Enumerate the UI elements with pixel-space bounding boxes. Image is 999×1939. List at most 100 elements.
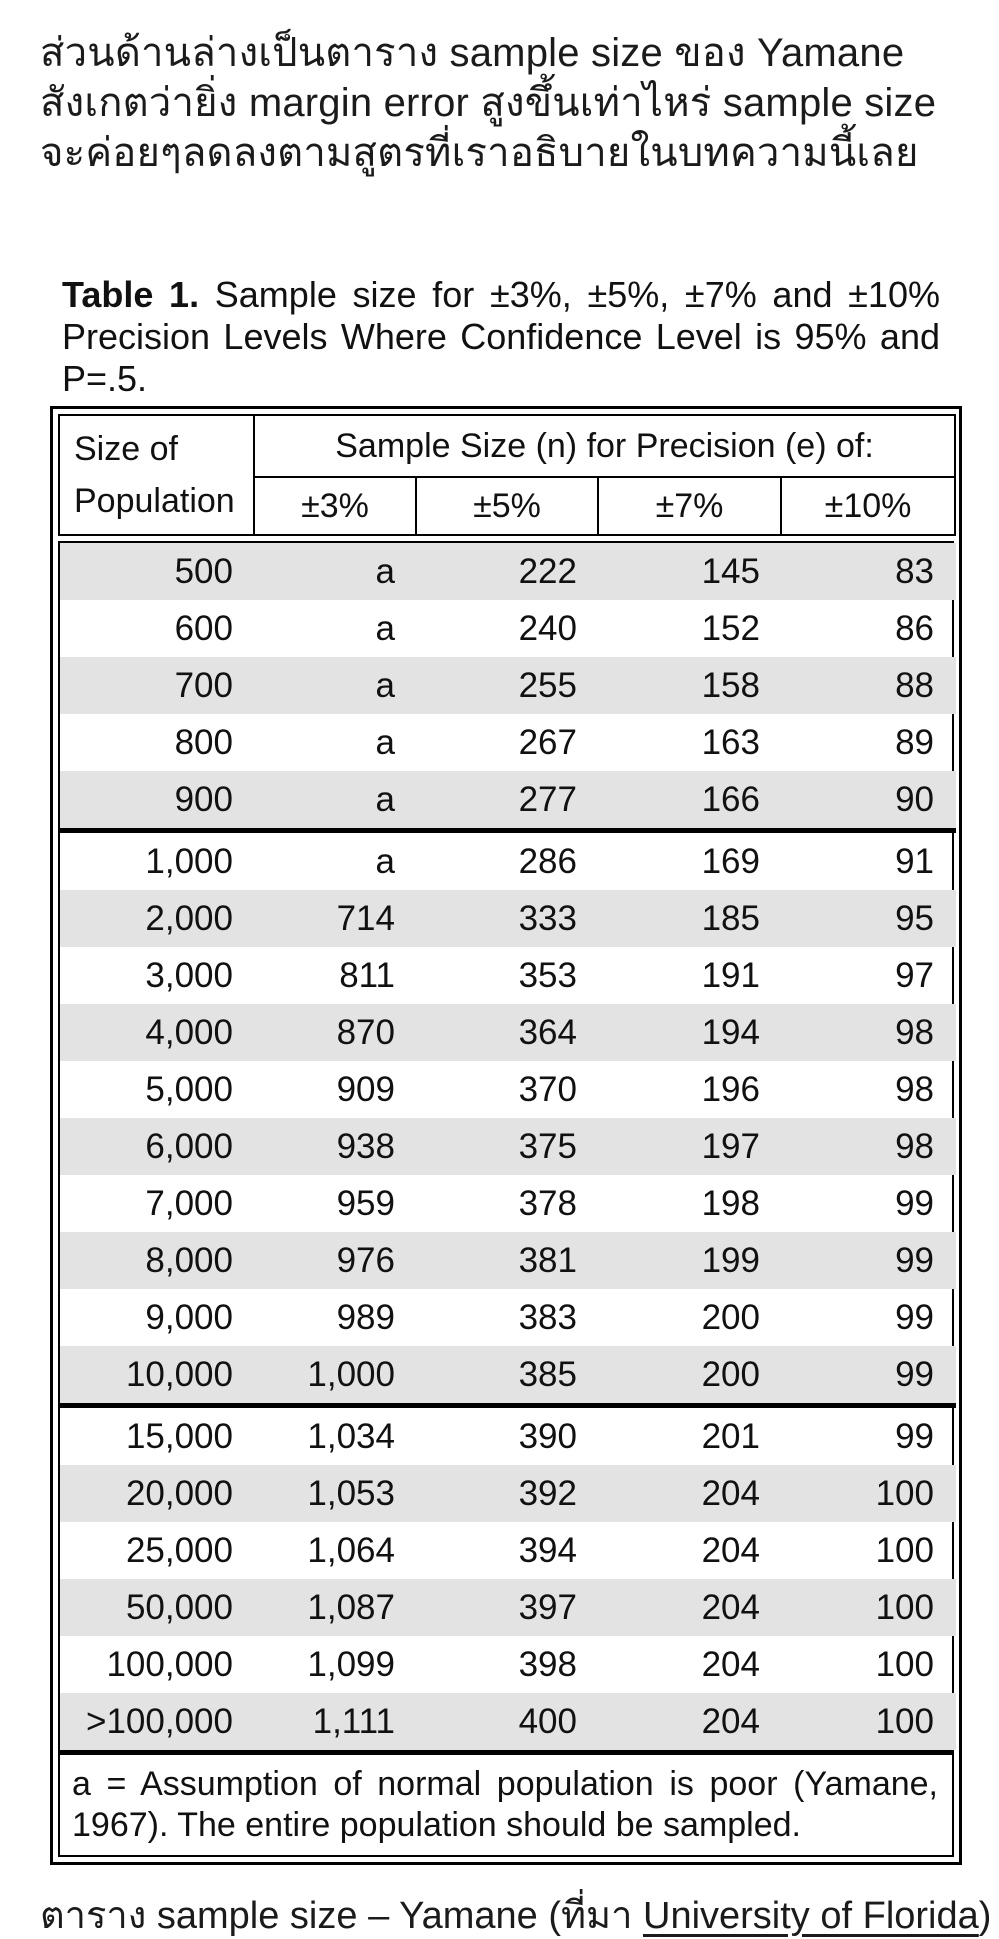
table-title: Table 1. Sample size for ±3%, ±5%, ±7% a… [62, 274, 940, 400]
sample-size-cell: 200 [701, 1354, 760, 1394]
sample-size-cell: a [255, 828, 417, 890]
sample-size-cell: 397 [518, 1587, 577, 1627]
sample-size-cell: 267 [518, 722, 577, 762]
intro-line-3: จะค่อยๆลดลงตามสูตรที่เราอธิบายในบทความนี… [40, 131, 919, 175]
population-size-cell: 10,000 [125, 1354, 233, 1394]
table-row: 500 a 222 145 83 [60, 543, 956, 600]
sample-size-cell: 99 [782, 1403, 956, 1465]
population-size-cell: 20,000 [125, 1473, 233, 1513]
population-size-cell: 3,000 [145, 955, 233, 995]
sample-size-cell: a [375, 608, 395, 648]
sample-size-cell: 204 [701, 1587, 760, 1627]
sample-size-cell: 398 [518, 1644, 577, 1684]
population-size-cell: 50,000 [125, 1587, 233, 1627]
population-size-label-line2: Population [74, 482, 235, 520]
sample-size-cell: 277 [518, 779, 577, 819]
column-header-precision-10: ±10% [779, 476, 957, 536]
sample-size-cell: 95 [895, 898, 934, 938]
sample-size-cell: 222 [518, 551, 577, 591]
sample-size-cell: 909 [336, 1069, 395, 1109]
sample-size-cell: a [375, 779, 395, 819]
sample-size-cell: 83 [895, 551, 934, 591]
table-row: 8,000 976 381 199 99 [60, 1232, 956, 1289]
population-size-cell: 700 [174, 665, 233, 705]
table-row: 6,000 938 375 197 98 [60, 1118, 956, 1175]
sample-size-cell: 199 [701, 1240, 760, 1280]
table-title-line-1: Table 1. Sample size for ±3%, ±5%, ±7% a… [62, 274, 940, 316]
table-row: 100,000 1,099 398 204 100 [60, 1636, 956, 1693]
table-title-label: Table 1. [62, 274, 200, 315]
sample-size-cell: a [375, 665, 395, 705]
caption-closing: ) [978, 1895, 992, 1937]
population-size-cell: 500 [174, 551, 233, 591]
intro-paragraph: ส่วนด้านล่างเป็นตาราง sample size ของ Ya… [40, 28, 969, 178]
sample-size-cell: 989 [336, 1297, 395, 1337]
sample-size-cell: 100 [875, 1530, 934, 1570]
sample-size-cell: 375 [518, 1126, 577, 1166]
sample-size-cell: 959 [336, 1183, 395, 1223]
population-size-cell: 8,000 [145, 1240, 233, 1280]
population-size-cell: 100,000 [106, 1644, 233, 1684]
sample-size-table-figure: Size of Population Sample Size (n) for P… [50, 406, 962, 1865]
population-size-cell: 25,000 [125, 1530, 233, 1570]
sample-size-cell: 100 [875, 1473, 934, 1513]
sample-size-cell: 86 [895, 608, 934, 648]
sample-size-cell: 198 [701, 1183, 760, 1223]
sample-size-cell: 196 [701, 1069, 760, 1109]
sample-size-cell: 100 [875, 1644, 934, 1684]
sample-size-cell: 158 [701, 665, 760, 705]
sample-size-cell: 370 [518, 1069, 577, 1109]
sample-size-cell: 99 [895, 1183, 934, 1223]
table-row: >100,000 1,111 400 204 100 [60, 1693, 956, 1750]
sample-size-cell: 938 [336, 1126, 395, 1166]
sample-size-cell: 204 [701, 1473, 760, 1513]
table-row: 800 a 267 163 89 [60, 714, 956, 771]
population-size-cell: 6,000 [145, 1126, 233, 1166]
population-size-cell: 900 [174, 779, 233, 819]
table-row: 600 a 240 152 86 [60, 600, 956, 657]
sample-size-cell: 99 [895, 1297, 934, 1337]
sample-size-cell: 1,099 [307, 1644, 395, 1684]
table-body-table: 500 a 222 145 83 600 a 240 152 86 700 a 255 158 88 800 a… [60, 543, 956, 1750]
table-row: 10,000 1,000 385 200 99 [60, 1346, 956, 1406]
sample-size-cell: 197 [701, 1126, 760, 1166]
population-size-cell: 2,000 [145, 898, 233, 938]
table-body-box: 500 a 222 145 83 600 a 240 152 86 700 a 255 158 88 800 a… [58, 541, 956, 1857]
sample-size-cell: 204 [701, 1644, 760, 1684]
sample-size-cell: 163 [701, 722, 760, 762]
sample-size-cell: 353 [518, 955, 577, 995]
sample-size-cell: 255 [518, 665, 577, 705]
table-row: 900 a 277 166 90 [60, 771, 956, 831]
sample-size-cell: 91 [782, 828, 956, 890]
sample-size-cell: 200 [701, 1297, 760, 1337]
table-row: 700 a 255 158 88 [60, 657, 956, 714]
sample-size-cell: 400 [518, 1701, 577, 1741]
table-body: 500 a 222 145 83 600 a 240 152 86 700 a 255 158 88 800 a… [60, 543, 956, 1750]
column-header-precision-5: ±5% [415, 476, 599, 536]
population-size-cell: 9,000 [145, 1297, 233, 1337]
sample-size-cell: 1,000 [307, 1354, 395, 1394]
intro-line-1: ส่วนด้านล่างเป็นตาราง sample size ของ Ya… [40, 31, 905, 75]
sample-size-cell: 145 [701, 551, 760, 591]
source-link[interactable]: University of Florida [643, 1895, 979, 1937]
table-row: 1,000 a 286 169 91 [60, 828, 956, 890]
sample-size-cell: 381 [518, 1240, 577, 1280]
population-size-cell: >100,000 [86, 1701, 233, 1741]
sample-size-cell: a [375, 722, 395, 762]
sample-size-cell: 166 [701, 779, 760, 819]
sample-size-cell: 714 [336, 898, 395, 938]
column-header-precision-7: ±7% [597, 476, 782, 536]
table-footnote: a = Assumption of normal population is p… [60, 1750, 952, 1855]
sample-size-cell: 204 [701, 1701, 760, 1741]
sample-size-cell: 286 [417, 828, 599, 890]
table-row: 3,000 811 353 191 97 [60, 947, 956, 1004]
table-row: 5,000 909 370 196 98 [60, 1061, 956, 1118]
sample-size-cell: 1,087 [307, 1587, 395, 1627]
sample-size-cell: 152 [701, 608, 760, 648]
population-size-cell: 7,000 [145, 1183, 233, 1223]
sample-size-cell: 191 [701, 955, 760, 995]
sample-size-cell: 88 [895, 665, 934, 705]
sample-size-cell: 98 [895, 1012, 934, 1052]
column-header-population-size: Size of Population [58, 414, 255, 536]
sample-size-cell: 99 [895, 1240, 934, 1280]
